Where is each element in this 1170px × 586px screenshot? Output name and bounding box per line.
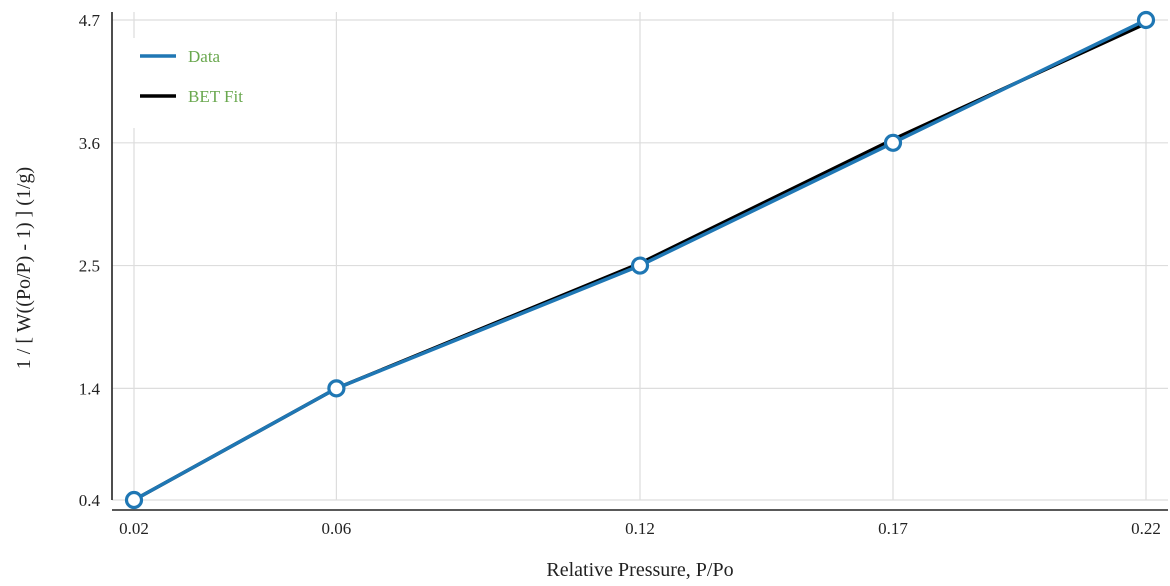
x-tick-labels: 0.02 0.06 0.12 0.17 0.22 xyxy=(119,519,1161,538)
data-point xyxy=(1136,10,1156,30)
grid xyxy=(112,12,1168,501)
x-tick-label: 0.06 xyxy=(322,519,352,538)
x-axis-title: Relative Pressure, P/Po xyxy=(546,559,733,581)
data-point xyxy=(327,379,346,398)
y-tick-label: 1.4 xyxy=(79,379,101,398)
x-tick-label: 0.22 xyxy=(1131,519,1161,538)
data-point xyxy=(124,490,144,510)
data-point xyxy=(630,256,650,275)
y-tick-labels: 0.4 1.4 2.5 3.6 4.7 xyxy=(79,11,101,510)
y-tick-label: 0.4 xyxy=(79,491,101,510)
y-axis-title: 1 / [ W((Po/P) - 1) ] (1/g) xyxy=(13,167,35,369)
y-tick-label: 2.5 xyxy=(79,257,100,276)
legend-label: Data xyxy=(188,47,221,66)
x-tick-label: 0.17 xyxy=(878,519,908,538)
legend-label: BET Fit xyxy=(188,87,243,106)
series-layer xyxy=(124,10,1156,510)
data-point xyxy=(883,133,903,152)
y-tick-label: 3.6 xyxy=(79,134,100,153)
axes xyxy=(111,12,1168,511)
legend-background xyxy=(122,38,282,128)
y-tick-label: 4.7 xyxy=(79,11,101,30)
x-tick-label: 0.02 xyxy=(119,519,149,538)
legend: Data BET Fit xyxy=(122,38,282,128)
x-tick-label: 0.12 xyxy=(625,519,655,538)
